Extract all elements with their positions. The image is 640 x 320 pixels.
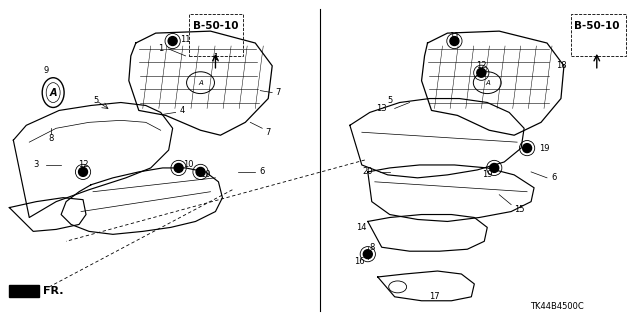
Circle shape <box>168 36 177 45</box>
Circle shape <box>174 164 183 172</box>
Text: 9: 9 <box>44 66 49 75</box>
Circle shape <box>450 36 459 45</box>
Text: 12: 12 <box>476 61 486 70</box>
Text: 20: 20 <box>362 167 373 176</box>
Polygon shape <box>10 285 39 297</box>
Text: 16: 16 <box>355 257 365 266</box>
Circle shape <box>523 144 532 153</box>
Text: 11: 11 <box>180 35 191 44</box>
Text: 4: 4 <box>180 106 185 115</box>
Text: 5: 5 <box>93 96 99 105</box>
Circle shape <box>477 68 486 77</box>
Text: 19: 19 <box>539 144 549 153</box>
Text: 10: 10 <box>200 170 211 180</box>
Text: 1: 1 <box>213 53 218 62</box>
Text: B-50-10: B-50-10 <box>574 21 620 31</box>
Text: 6: 6 <box>551 173 557 182</box>
Text: 12: 12 <box>78 160 88 170</box>
Text: 8: 8 <box>369 243 374 252</box>
Circle shape <box>196 167 205 176</box>
Text: FR.: FR. <box>44 286 64 296</box>
Text: 13: 13 <box>376 104 387 113</box>
Text: 7: 7 <box>266 128 271 137</box>
Text: 18: 18 <box>556 61 566 70</box>
Text: 6: 6 <box>260 167 265 176</box>
Text: 15: 15 <box>514 205 524 214</box>
Text: 17: 17 <box>429 292 440 301</box>
Text: B-50-10: B-50-10 <box>193 21 238 31</box>
Circle shape <box>364 250 372 259</box>
Circle shape <box>79 167 88 176</box>
Text: 10: 10 <box>183 160 194 170</box>
Circle shape <box>490 164 499 172</box>
Text: 7: 7 <box>275 88 281 97</box>
Text: 11: 11 <box>449 32 460 41</box>
Text: 19: 19 <box>482 170 493 180</box>
Text: 5: 5 <box>387 96 392 105</box>
Text: A: A <box>49 88 57 98</box>
Text: TK44B4500C: TK44B4500C <box>530 302 584 311</box>
Text: A: A <box>485 80 490 86</box>
Text: 8: 8 <box>49 134 54 143</box>
Text: 1: 1 <box>158 44 163 53</box>
Text: A: A <box>198 80 203 86</box>
Text: 14: 14 <box>356 223 367 232</box>
Text: 3: 3 <box>33 160 39 170</box>
